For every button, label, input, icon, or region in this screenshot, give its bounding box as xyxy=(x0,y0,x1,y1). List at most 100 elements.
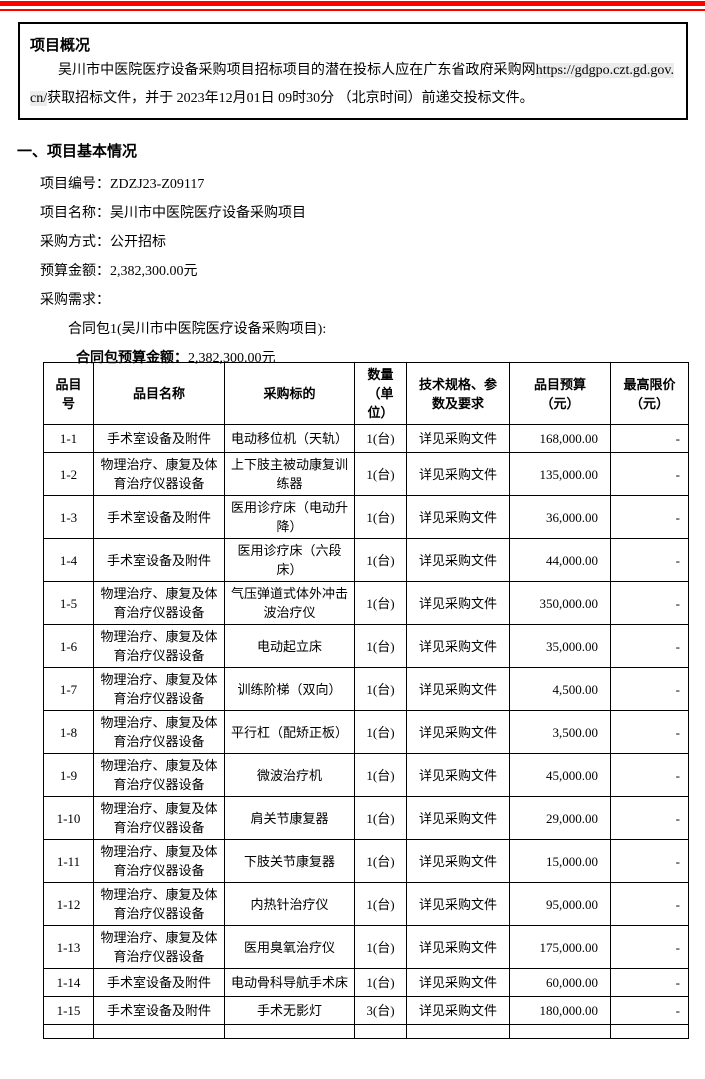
cell-budget: 180,000.00 xyxy=(509,996,611,1025)
cell-item-no: 1-6 xyxy=(43,624,94,668)
cell-spec: 详见采购文件 xyxy=(406,839,510,883)
cell-qty: 1(台) xyxy=(354,839,407,883)
table-row: 1-6 物理治疗、康复及体 育治疗仪器设备 电动起立床 1(台) 详见采购文件 35,00… xyxy=(43,624,689,668)
cell-price-cap: - xyxy=(610,968,689,997)
cell-qty: 1(台) xyxy=(354,968,407,997)
cell-item-name: 物理治疗、康复及体 育治疗仪器设备 xyxy=(93,796,225,840)
cell-price-cap: - xyxy=(610,538,689,582)
cell-subject: 医用臭氧治疗仪 xyxy=(224,925,355,969)
cell-item-no: 1-9 xyxy=(43,753,94,797)
cell-spec: 详见采购文件 xyxy=(406,424,510,453)
cell-qty: 3(台) xyxy=(354,996,407,1025)
cell-item-name: 物理治疗、康复及体 育治疗仪器设备 xyxy=(93,710,225,754)
cell-price-cap: - xyxy=(610,581,689,625)
cell-budget: 29,000.00 xyxy=(509,796,611,840)
cell-qty: 1(台) xyxy=(354,753,407,797)
cell-empty xyxy=(43,1024,94,1039)
top-red-rule-thick xyxy=(0,1,705,6)
cell-empty xyxy=(406,1024,510,1039)
cell-price-cap: - xyxy=(610,710,689,754)
table-header-row: 品目 号 品目名称 采购标的 数量 （单 位） 技术规格、参 数及要求 品目预算… xyxy=(43,362,689,425)
table-row: 1-2 物理治疗、康复及体 育治疗仪器设备 上下肢主被动康复训 练器 1(台) 详见采购… xyxy=(43,452,689,496)
header-item-name: 品目名称 xyxy=(93,362,225,425)
cell-budget: 4,500.00 xyxy=(509,667,611,711)
table-row: 1-11 物理治疗、康复及体 育治疗仪器设备 下肢关节康复器 1(台) 详见采购文件 15… xyxy=(43,839,689,883)
cell-spec: 详见采购文件 xyxy=(406,996,510,1025)
cell-price-cap: - xyxy=(610,996,689,1025)
field-budget-amount: 预算金额：2,382,300.00元 xyxy=(40,264,198,279)
cell-item-no: 1-13 xyxy=(43,925,94,969)
header-item-no: 品目 号 xyxy=(43,362,94,425)
top-red-rule-thin xyxy=(0,9,705,11)
overview-title: 项目概况 xyxy=(30,38,91,54)
cell-subject: 平行杠（配矫正板） xyxy=(224,710,355,754)
cell-price-cap: - xyxy=(610,452,689,496)
cell-subject: 医用诊疗床（电动升 降） xyxy=(224,495,355,539)
cell-item-no: 1-2 xyxy=(43,452,94,496)
cell-qty: 1(台) xyxy=(354,710,407,754)
overview-text-after-url: 获取招标文件，并于 2023年12月01日 09时30分 （北京时间）前递交投标… xyxy=(47,91,534,106)
cell-budget: 35,000.00 xyxy=(509,624,611,668)
table-row: 1-5 物理治疗、康复及体 育治疗仪器设备 气压弹道式体外冲击 波治疗仪 1(台) 详见… xyxy=(43,581,689,625)
cell-budget: 44,000.00 xyxy=(509,538,611,582)
table-row: 1-9 物理治疗、康复及体 育治疗仪器设备 微波治疗机 1(台) 详见采购文件 45,00… xyxy=(43,753,689,797)
cell-qty: 1(台) xyxy=(354,925,407,969)
cell-price-cap: - xyxy=(610,796,689,840)
cell-empty xyxy=(354,1024,407,1039)
cell-item-name: 手术室设备及附件 xyxy=(93,424,225,453)
table-row: 1-8 物理治疗、康复及体 育治疗仪器设备 平行杠（配矫正板） 1(台) 详见采购文件 3… xyxy=(43,710,689,754)
cell-empty xyxy=(509,1024,611,1039)
field-procure-demand: 采购需求： xyxy=(40,293,110,308)
cell-budget: 3,500.00 xyxy=(509,710,611,754)
cell-spec: 详见采购文件 xyxy=(406,452,510,496)
cell-subject: 电动起立床 xyxy=(224,624,355,668)
basic-info-fields: 项目编号：ZDZJ23-Z09117 项目名称：吴川市中医院医疗设备采购项目 采… xyxy=(40,170,690,373)
table-row: 1-14 手术室设备及附件 电动骨科导航手术床 1(台) 详见采购文件 60,000.00… xyxy=(43,968,689,997)
cell-qty: 1(台) xyxy=(354,882,407,926)
cell-item-name: 物理治疗、康复及体 育治疗仪器设备 xyxy=(93,452,225,496)
overview-text-before-url: 吴川市中医院医疗设备采购项目招标项目的潜在投标人应在广东省政府采购网 xyxy=(58,63,536,78)
cell-item-no: 1-1 xyxy=(43,424,94,453)
cell-spec: 详见采购文件 xyxy=(406,624,510,668)
cell-budget: 36,000.00 xyxy=(509,495,611,539)
table-row: 1-13 物理治疗、康复及体 育治疗仪器设备 医用臭氧治疗仪 1(台) 详见采购文件 17… xyxy=(43,925,689,969)
cell-spec: 详见采购文件 xyxy=(406,710,510,754)
cell-item-name: 手术室设备及附件 xyxy=(93,968,225,997)
cell-subject: 电动移位机（天轨） xyxy=(224,424,355,453)
cell-item-no: 1-8 xyxy=(43,710,94,754)
cell-item-no: 1-11 xyxy=(43,839,94,883)
cell-item-name: 手术室设备及附件 xyxy=(93,996,225,1025)
cell-price-cap: - xyxy=(610,624,689,668)
table-row: 1-3 手术室设备及附件 医用诊疗床（电动升 降） 1(台) 详见采购文件 36,000.… xyxy=(43,495,689,539)
cell-budget: 45,000.00 xyxy=(509,753,611,797)
cell-item-name: 物理治疗、康复及体 育治疗仪器设备 xyxy=(93,925,225,969)
header-subject: 采购标的 xyxy=(224,362,355,425)
items-table: 品目 号 品目名称 采购标的 数量 （单 位） 技术规格、参 数及要求 品目预算… xyxy=(43,362,689,1039)
field-project-number: 项目编号：ZDZJ23-Z09117 xyxy=(40,177,205,192)
cell-spec: 详见采购文件 xyxy=(406,796,510,840)
cell-budget: 15,000.00 xyxy=(509,839,611,883)
cell-spec: 详见采购文件 xyxy=(406,538,510,582)
table-row: 1-7 物理治疗、康复及体 育治疗仪器设备 训练阶梯（双向） 1(台) 详见采购文件 4,… xyxy=(43,667,689,711)
field-project-name: 项目名称：吴川市中医院医疗设备采购项目 xyxy=(40,206,306,221)
cell-item-no: 1-4 xyxy=(43,538,94,582)
cell-item-no: 1-7 xyxy=(43,667,94,711)
cell-item-name: 手术室设备及附件 xyxy=(93,538,225,582)
cell-item-no: 1-5 xyxy=(43,581,94,625)
field-procure-method: 采购方式：公开招标 xyxy=(40,235,166,250)
header-budget: 品目预算 （元） xyxy=(509,362,611,425)
cell-budget: 60,000.00 xyxy=(509,968,611,997)
cell-item-name: 物理治疗、康复及体 育治疗仪器设备 xyxy=(93,753,225,797)
cell-budget: 350,000.00 xyxy=(509,581,611,625)
cell-item-no: 1-12 xyxy=(43,882,94,926)
cell-subject: 下肢关节康复器 xyxy=(224,839,355,883)
header-price-cap: 最高限价 （元） xyxy=(610,362,689,425)
cell-price-cap: - xyxy=(610,495,689,539)
cell-qty: 1(台) xyxy=(354,667,407,711)
cell-item-no: 1-15 xyxy=(43,996,94,1025)
basic-info-heading: 一、项目基本情况 xyxy=(17,144,138,160)
cell-subject: 医用诊疗床（六段 床） xyxy=(224,538,355,582)
cell-budget: 175,000.00 xyxy=(509,925,611,969)
cell-subject: 肩关节康复器 xyxy=(224,796,355,840)
cell-qty: 1(台) xyxy=(354,424,407,453)
